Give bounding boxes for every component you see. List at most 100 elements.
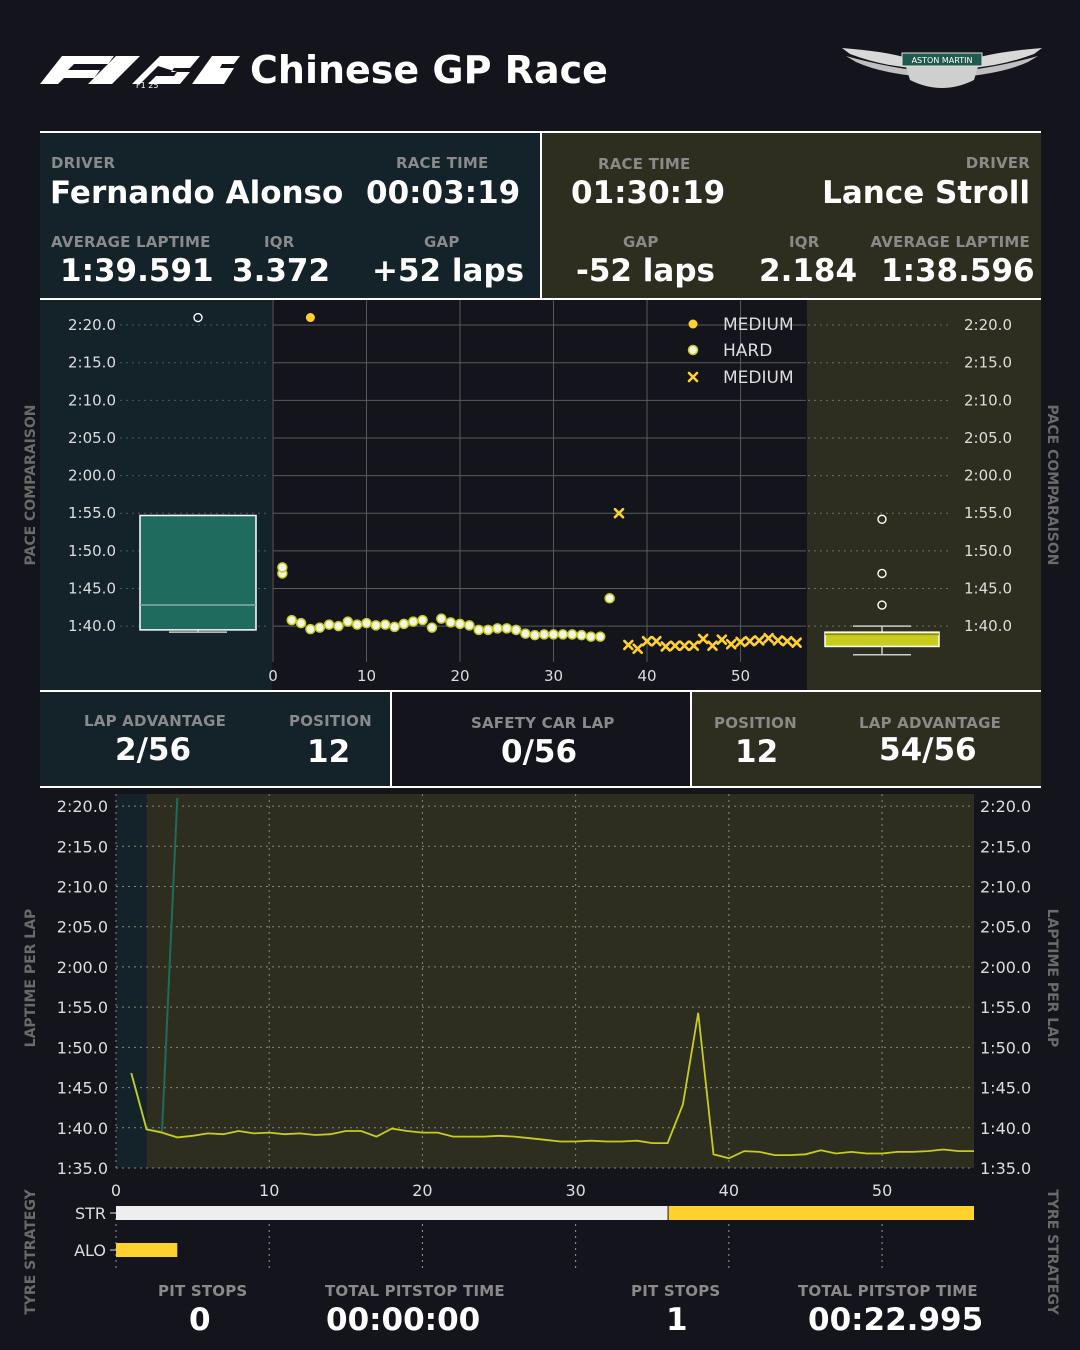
safety-car-value: 0/56 [501,734,578,770]
pace-y-tick-label-left: 1:45.0 [68,579,116,597]
lap-x-tick-label: 20 [412,1181,432,1200]
pace-side-label-right: PACE COMPARAISON [1044,404,1060,566]
scatter-point [781,635,793,647]
scatter-point [595,631,606,642]
lap-x-tick-label: 10 [259,1181,279,1200]
pace-y-tick-label-right: 1:45.0 [964,579,1012,597]
box-iqr [824,631,940,648]
scatter-point [585,631,597,642]
lap-y-tick-label-right: 1:55.0 [980,998,1031,1017]
scatter-point [753,635,765,646]
stroll-position: 12 [735,734,779,770]
box-outlier [193,312,203,323]
divider [540,133,542,298]
box-iqr [139,514,257,631]
pace-y-tick-label-right: 2:00.0 [964,467,1012,485]
lap-x-tick-label: 50 [872,1181,892,1200]
scatter-point [791,637,802,648]
alonso-lap-adv: 2/56 [115,732,192,768]
team-logo-text: ASTON MARTIN [912,56,973,65]
legend-label: HARD [723,341,772,361]
scatter-point [735,636,746,648]
alonso-span-bg [116,794,147,1168]
scatter-point [566,629,578,640]
lap-y-tick-label-right: 1:40.0 [980,1119,1031,1138]
alonso-position: 12 [307,734,351,770]
scatter-point [651,635,662,647]
page-title: Chinese GP Race [250,48,608,92]
pace-y-tick-label-left: 1:40.0 [68,617,116,635]
lap-y-tick-label-right: 1:35.0 [980,1159,1031,1178]
legend-label: MEDIUM [723,315,794,335]
laptime-per-lap-chart: 1:35.0 1:35.0 1:40.0 1:40.0 1:45.0 1:45.0 1:50… [57,794,1031,1268]
stroll-box-bg [807,300,1041,690]
laptime-side-label-left: LAPTIME PER LAP [23,908,39,1048]
scatter-point [604,593,615,604]
divider [690,692,692,786]
pace-y-tick-label-right: 1:50.0 [964,542,1012,560]
lap-y-tick-label-right: 2:05.0 [980,918,1031,937]
pace-y-tick-label-right: 1:40.0 [964,617,1012,635]
scatter-point [370,620,382,631]
tyre-stint-bar [116,1206,668,1220]
lap-y-tick-label-left: 2:10.0 [57,877,108,896]
scatter-point [529,629,541,641]
pace-comparison-chart: 1:40.0 1:40.0 1:45.0 1:45.0 1:50.0 1:50.0 1:55… [40,300,1041,690]
stroll-pit-stops-label: PIT STOPS [631,1282,721,1300]
alonso-mid-panel [40,692,390,786]
scatter-point [333,620,344,632]
alonso-race-time: 00:03:19 [366,175,521,211]
scatter-point [501,623,513,634]
lap-y-tick-label-left: 1:40.0 [57,1119,108,1138]
pace-x-tick-label: 20 [450,667,469,685]
scatter-point [772,635,784,646]
scatter-point [295,617,307,629]
pace-y-tick-label-left: 2:10.0 [68,391,116,409]
pace-x-tick-label: 30 [544,667,563,685]
lap-y-tick-label-left: 1:50.0 [57,1038,108,1057]
box-outlier [877,514,887,524]
scatter-point [679,640,690,651]
alonso-iqr: 3.372 [232,253,331,289]
scatter-point [548,629,559,640]
scatter-point [277,562,288,573]
scatter-point [510,624,522,636]
stroll-race-time: 01:30:19 [571,175,726,211]
divider [40,786,1041,788]
lap-x-tick-label: 0 [111,1181,121,1200]
scatter-point [520,628,531,639]
tyre-side-label-left: TYRE STRATEGY [23,1189,39,1315]
scatter-point [660,641,672,652]
scatter-point [314,622,326,633]
series-logo-text: F1 25 [136,81,158,90]
lap-line-str [130,1012,974,1160]
alonso-avg-label: AVERAGE LAPTIME [51,233,211,251]
legend-marker [688,319,698,329]
stroll-race-time-label: RACE TIME [598,155,691,173]
scatter-point [473,624,484,636]
scatter-point [305,313,315,323]
stroll-pit-stops: 1 [666,1302,688,1338]
stroll-avg-label: AVERAGE LAPTIME [870,233,1030,251]
scatter-point [398,618,410,630]
stroll-span-bg [146,794,975,1168]
scatter-point [379,619,391,630]
alonso-driver-name: Fernando Alonso [50,175,344,211]
stroll-lap-adv: 54/56 [879,732,977,768]
tyre-stint-bar [668,1206,974,1220]
lap-y-tick-label-left: 2:15.0 [57,837,108,856]
alonso-iqr-label: IQR [264,233,295,251]
legend-label: MEDIUM [723,368,794,388]
tyre-stint-bar [116,1243,178,1257]
stroll-iqr-label: IQR [789,233,820,251]
pace-y-tick-label-left: 2:20.0 [68,316,116,334]
scatter-point [557,629,569,640]
divider [40,690,1041,692]
divider [40,298,1041,300]
alonso-pit-time-label: TOTAL PITSTOP TIME [325,1282,505,1300]
scatter-point [417,614,428,626]
scatter-point [669,640,681,651]
pace-y-tick-label-left: 2:05.0 [68,429,116,447]
stroll-pit-time-label: TOTAL PITSTOP TIME [798,1282,978,1300]
stroll-pit-time: 00:22.995 [808,1302,984,1338]
